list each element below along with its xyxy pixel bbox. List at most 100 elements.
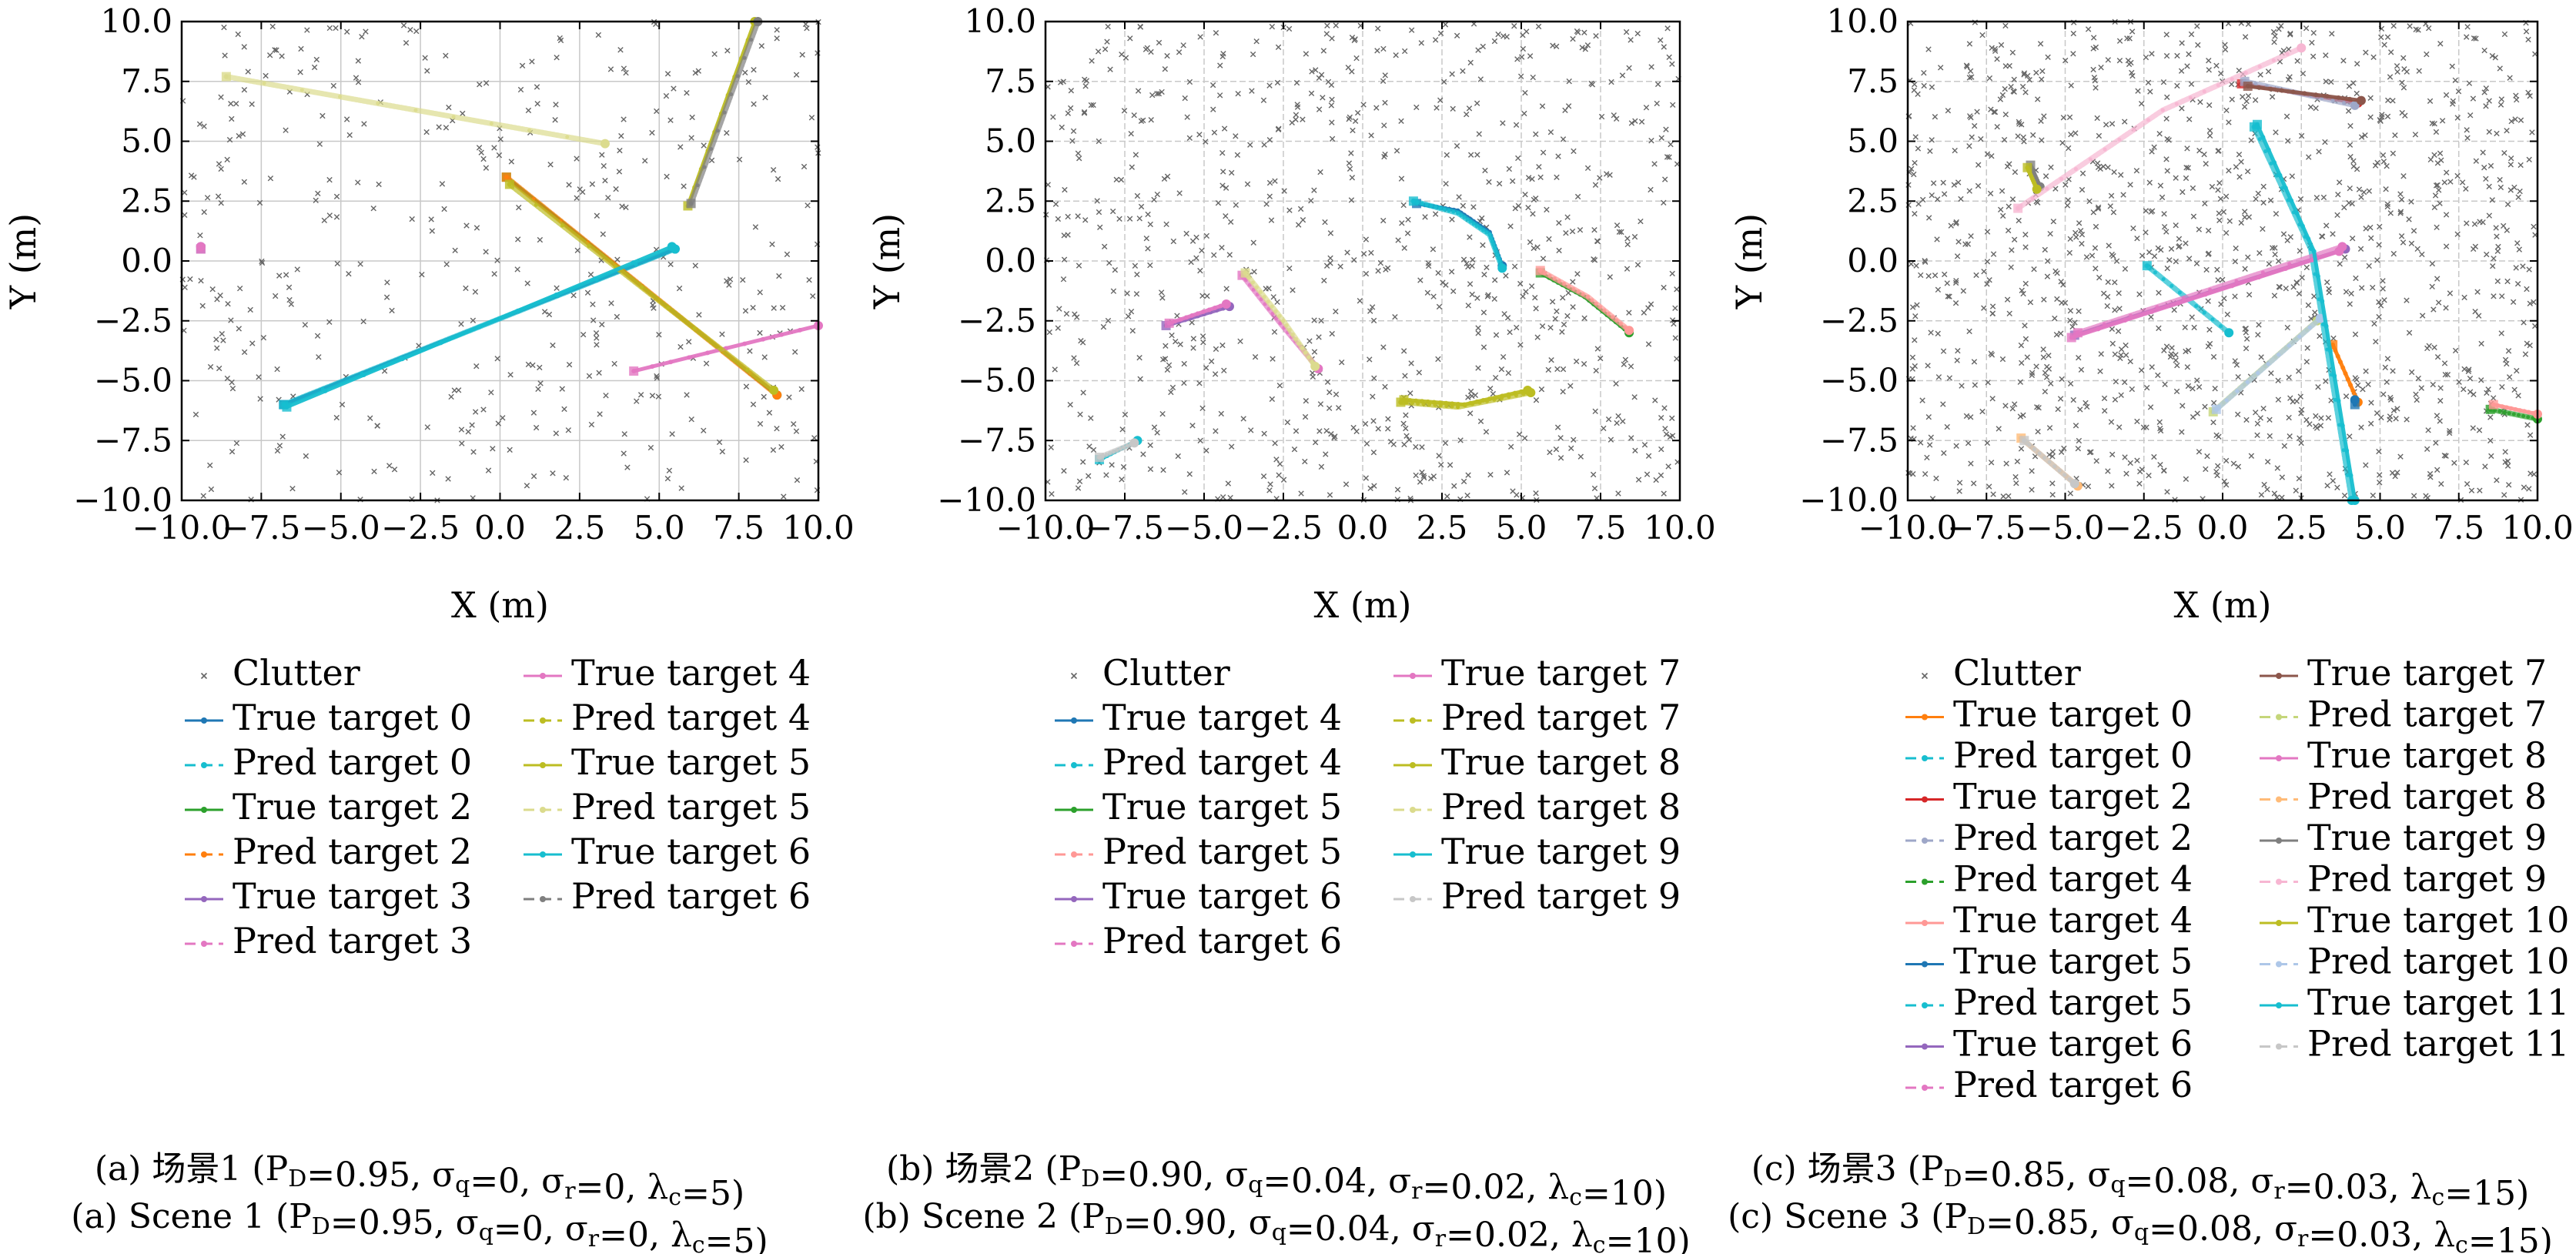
legend-entry: True target 10 [2260, 899, 2569, 941]
clutter-point [1465, 394, 1471, 400]
clutter-point [588, 421, 595, 428]
clutter-point [1076, 263, 1082, 269]
clutter-point [595, 32, 602, 38]
clutter-point [1112, 266, 1119, 273]
x-tick-label: −5.0 [1165, 509, 1243, 547]
clutter-point [495, 420, 501, 426]
clutter-point [1061, 256, 1068, 263]
clutter-point [222, 52, 228, 59]
legend-marker [1410, 717, 1416, 724]
clutter-point [1137, 376, 1143, 382]
track-point [1442, 207, 1447, 212]
clutter-point [1569, 228, 1576, 235]
clutter-point [1211, 252, 1217, 259]
track-point [2219, 324, 2223, 329]
clutter-point [1176, 190, 1183, 196]
clutter-point [794, 477, 801, 483]
clutter-point [360, 318, 366, 325]
clutter-point [472, 289, 479, 295]
legend-entry: True target 5 [524, 741, 811, 783]
clutter-point [778, 443, 785, 450]
clutter-point [810, 293, 816, 299]
clutter-point [303, 453, 309, 460]
clutter-point [488, 390, 494, 396]
track-end-marker [2069, 479, 2079, 489]
legend-entry: Clutter [1921, 652, 2081, 694]
clutter-point [1229, 443, 1235, 450]
legend-entry: True target 6 [1905, 1023, 2193, 1065]
legend-label: Pred target 4 [1102, 741, 1342, 783]
clutter-point [1337, 263, 1343, 269]
clutter-point [381, 368, 388, 374]
clutter-point [745, 79, 752, 85]
clutter-point [642, 158, 648, 164]
y-tick-label: −10.0 [73, 481, 172, 519]
clutter-point [443, 261, 450, 267]
track-point [1111, 450, 1116, 454]
track-point [2045, 186, 2049, 191]
track-point [2224, 398, 2229, 403]
track-point [2245, 380, 2250, 384]
clutter-point [507, 372, 514, 378]
clutter-point [1666, 54, 1672, 61]
clutter-point [692, 70, 699, 76]
track-point [534, 202, 538, 207]
clutter-point [667, 261, 674, 268]
clutter-point [470, 317, 477, 323]
clutter-point [215, 193, 222, 199]
clutter-point [1525, 204, 1531, 211]
clutter-point [346, 132, 353, 139]
clutter-point [1398, 118, 1404, 125]
clutter-point [1436, 303, 1443, 310]
clutter-point [557, 35, 563, 42]
clutter-point [235, 31, 241, 38]
clutter-point [552, 117, 558, 123]
clutter-point [1182, 95, 1188, 102]
track-point [1492, 246, 1497, 250]
clutter-point [1601, 425, 1607, 432]
legend-label: True target 9 [1441, 831, 1681, 872]
clutter-point [491, 271, 497, 277]
clutter-point [574, 155, 580, 162]
y-tick-label: 2.5 [121, 182, 172, 219]
clutter-point [1160, 466, 1166, 473]
clutter-point [276, 273, 283, 279]
legend-entry: True target 6 [524, 831, 811, 872]
clutter-point [311, 64, 318, 71]
clutter-point [1263, 201, 1270, 207]
track-point [1480, 398, 1486, 403]
track-point [361, 373, 366, 378]
track-start-marker [2142, 261, 2152, 271]
clutter-point [1151, 424, 1158, 430]
track-point [2202, 310, 2206, 315]
clutter-point [480, 406, 487, 413]
x-tick-label: 7.5 [1575, 509, 1627, 547]
track-point [1594, 301, 1598, 306]
clutter-point [1638, 119, 1645, 125]
x-tick-label: 0.0 [474, 509, 526, 547]
x-tick-label: 5.0 [634, 509, 685, 547]
track-point [1512, 390, 1517, 396]
clutter-point [213, 336, 219, 343]
track-point [1571, 286, 1576, 291]
track-point [587, 244, 591, 249]
clutter-point [326, 212, 333, 219]
legend-label: Pred target 4 [1953, 858, 2193, 900]
clutter-point [608, 300, 614, 306]
clutter-point [554, 285, 560, 291]
track-point [692, 326, 697, 331]
track-point [2230, 283, 2235, 289]
legend-marker [1410, 851, 1416, 858]
clutter-point [363, 28, 369, 35]
clutter-point [1392, 314, 1398, 320]
track-point [2268, 86, 2273, 92]
clutter-point [1210, 106, 1216, 112]
track-point [613, 264, 617, 269]
clutter-point [233, 440, 240, 446]
clutter-point [1197, 437, 1203, 444]
clutter-point [355, 179, 361, 186]
track-point [1434, 205, 1438, 209]
clutter-point [1672, 335, 1678, 341]
clutter-point [1534, 334, 1541, 340]
